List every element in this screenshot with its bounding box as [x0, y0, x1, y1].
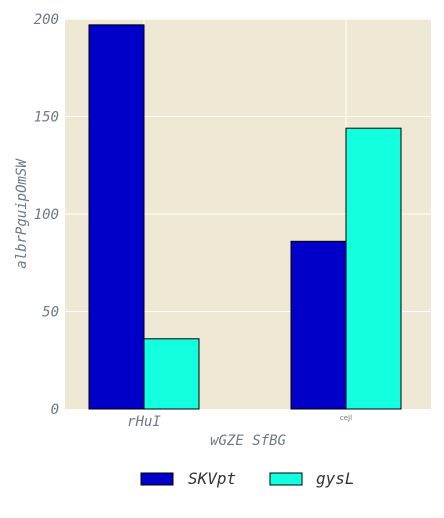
y-axis-ticks: 0 50 100 150 200 — [34, 12, 59, 418]
y-tick-label: 200 — [34, 12, 59, 28]
bar — [143, 338, 200, 410]
y-tick-label: 100 — [34, 207, 59, 223]
x-axis-ticks: rHuI ceJl — [127, 414, 352, 430]
legend-label: gysL — [316, 469, 355, 488]
bar — [345, 127, 402, 410]
bar — [88, 24, 145, 410]
x-axis-title: wGZE SfBG — [210, 433, 286, 449]
legend-swatch — [140, 472, 174, 486]
y-axis-title: albrPguipOmSW — [14, 158, 30, 269]
legend-swatch — [269, 472, 303, 486]
bars-group — [88, 24, 402, 410]
x-tick-label: ceJl — [340, 414, 352, 422]
y-tick-label: 150 — [34, 110, 59, 126]
y-tick-label: 0 — [51, 402, 59, 418]
legend-label: SKVpt — [188, 469, 236, 488]
bar — [290, 240, 347, 410]
y-tick-label: 50 — [42, 305, 59, 321]
legend: SKVpt gysL — [140, 469, 355, 488]
x-tick-label: rHuI — [127, 414, 161, 430]
